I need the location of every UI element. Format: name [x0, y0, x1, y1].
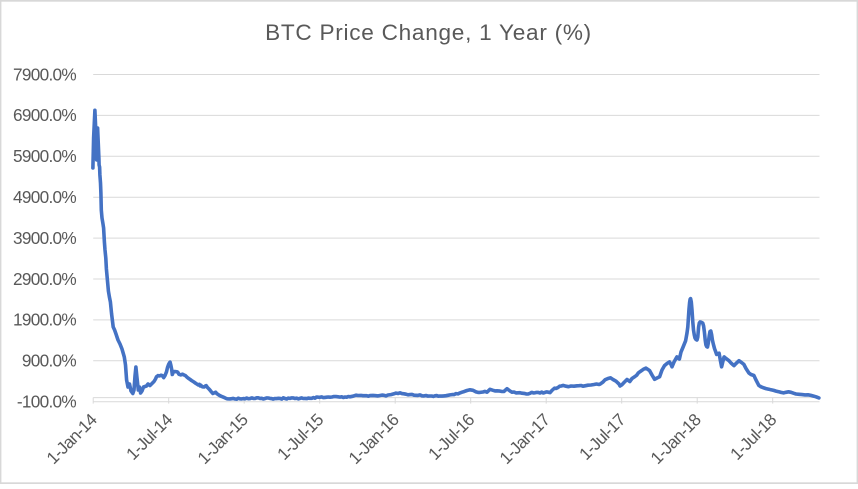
svg-text:5900.0%: 5900.0% — [13, 146, 76, 166]
svg-text:BTC Price Change, 1 Year (%): BTC Price Change, 1 Year (%) — [265, 20, 592, 45]
svg-text:2900.0%: 2900.0% — [13, 269, 76, 289]
svg-text:3900.0%: 3900.0% — [13, 228, 76, 248]
svg-text:900.0%: 900.0% — [22, 351, 77, 371]
svg-text:4900.0%: 4900.0% — [13, 187, 76, 207]
svg-text:1900.0%: 1900.0% — [13, 310, 76, 330]
svg-text:6900.0%: 6900.0% — [13, 105, 76, 125]
svg-text:-100.0%: -100.0% — [17, 392, 77, 412]
svg-text:7900.0%: 7900.0% — [13, 64, 76, 84]
